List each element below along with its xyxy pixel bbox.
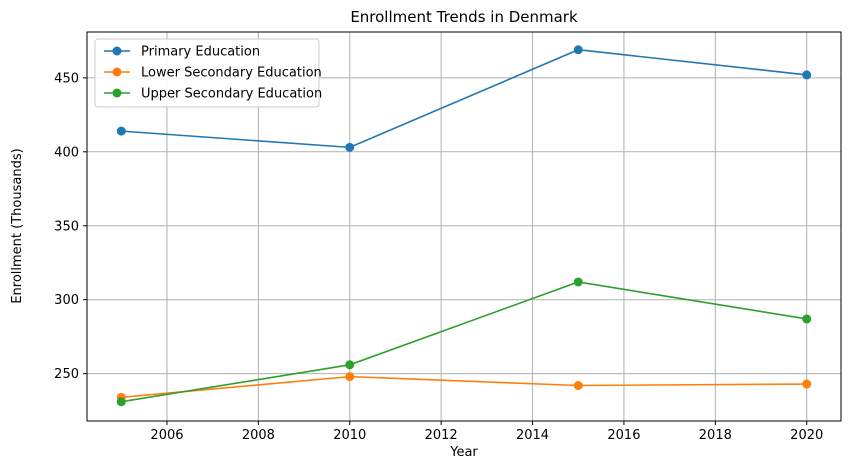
series-line (121, 48, 807, 149)
x-axis: 2006 2008 2010 2012 2014 2016 2018 2020 (150, 421, 823, 443)
y-tick-label: 450 (54, 71, 79, 86)
data-point (345, 372, 355, 382)
grid-lines (87, 32, 841, 421)
legend-label: Primary Education (141, 45, 260, 60)
x-tick-label: 2014 (516, 428, 549, 443)
plot-frame (86, 31, 842, 422)
data-point (116, 126, 126, 136)
data-point (573, 381, 583, 391)
y-tick-label: 400 (54, 145, 79, 160)
data-point (573, 45, 583, 55)
chart-title: Enrollment Trends in Denmark (350, 8, 578, 26)
x-tick-label: 2016 (607, 428, 640, 443)
data-point (802, 379, 812, 389)
legend-item: Lower Secondary Education (104, 66, 322, 81)
series-line (121, 281, 807, 403)
legend-item: Primary Education (104, 45, 260, 60)
legend: Primary Education Lower Secondary Educati… (94, 38, 322, 108)
x-tick-label: 2012 (425, 428, 458, 443)
y-tick-label: 300 (54, 293, 79, 308)
data-point (116, 397, 126, 407)
legend-marker (112, 88, 122, 98)
x-tick-label: 2020 (790, 428, 823, 443)
y-axis: 250 300 350 400 450 (54, 71, 87, 382)
legend-marker (112, 67, 122, 77)
x-tick-label: 2008 (242, 428, 275, 443)
series-1 (116, 45, 812, 152)
legend-label: Lower Secondary Education (141, 66, 322, 81)
y-axis-title: Enrollment (Thousands) (10, 148, 25, 303)
data-point (345, 142, 355, 152)
x-tick-label: 2018 (699, 428, 732, 443)
legend-item: Upper Secondary Education (104, 87, 322, 102)
legend-box (94, 38, 320, 108)
data-point (802, 70, 812, 80)
y-tick-label: 250 (54, 367, 79, 382)
data-point (573, 277, 583, 287)
x-axis-title: Year (449, 445, 478, 460)
x-tick-label: 2010 (333, 428, 366, 443)
series-3 (116, 277, 812, 407)
data-point (802, 314, 812, 324)
legend-marker (112, 46, 122, 56)
series-layer (116, 45, 812, 407)
series-line (121, 375, 807, 399)
data-point (345, 360, 355, 370)
y-tick-label: 350 (54, 219, 79, 234)
x-tick-label: 2006 (150, 428, 183, 443)
legend-label: Upper Secondary Education (141, 87, 322, 102)
